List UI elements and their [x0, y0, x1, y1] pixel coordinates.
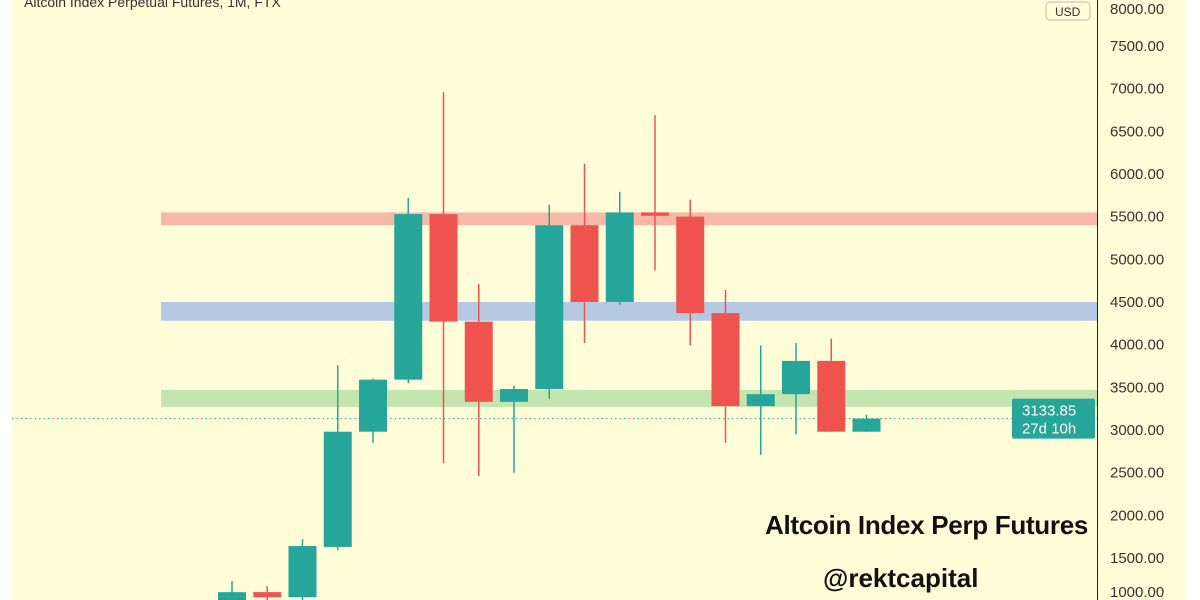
candle-body[interactable] — [817, 360, 846, 432]
price-zone — [161, 389, 1097, 407]
candle-body[interactable] — [253, 592, 282, 598]
y-tick-label: 7500.00 — [1110, 38, 1164, 55]
candle-body[interactable] — [641, 212, 669, 216]
candle-body[interactable] — [500, 389, 528, 402]
last-price-value: 3133.85 — [1022, 403, 1076, 420]
candle-body[interactable] — [218, 592, 246, 600]
candle-body[interactable] — [746, 394, 775, 407]
candle-body[interactable] — [711, 313, 740, 407]
y-tick-label: 3500.00 — [1110, 379, 1164, 396]
y-tick-label: 7000.00 — [1110, 81, 1164, 98]
y-tick-label: 8000.00 — [1110, 1, 1164, 18]
candle-body[interactable] — [570, 225, 599, 302]
y-tick-label: 4500.00 — [1110, 294, 1164, 311]
chart-title: Altcoin Index Perpetual Futures, 1M, FTX — [24, 0, 281, 10]
y-tick-label: 1500.00 — [1110, 550, 1164, 567]
candle-body[interactable] — [605, 212, 634, 302]
currency-badge[interactable] — [1045, 1, 1091, 21]
watermark-handle: @rektcapital — [823, 563, 979, 593]
candle-body[interactable] — [535, 225, 564, 390]
y-tick-label: 2000.00 — [1110, 507, 1164, 524]
price-zone — [161, 301, 1097, 321]
candle-body[interactable] — [288, 546, 317, 598]
y-tick-label: 1000.00 — [1110, 584, 1164, 600]
y-tick-label: 6000.00 — [1110, 166, 1164, 183]
y-tick-label: 2500.00 — [1110, 465, 1164, 482]
y-tick-label: 5000.00 — [1110, 251, 1164, 268]
candle-body[interactable] — [782, 360, 810, 395]
candle-body[interactable] — [852, 418, 881, 432]
candle-body[interactable] — [429, 214, 458, 322]
candle-body[interactable] — [676, 216, 705, 314]
currency-label: USD — [1055, 5, 1081, 19]
candle-body[interactable] — [323, 431, 352, 547]
candle-body[interactable] — [464, 321, 493, 402]
bar-countdown: 27d 10h — [1022, 421, 1076, 438]
y-tick-label: 4000.00 — [1110, 337, 1164, 354]
y-tick-label: 3000.00 — [1110, 422, 1164, 439]
last-price-badge — [1012, 398, 1095, 439]
candle-body[interactable] — [359, 379, 387, 432]
y-tick-label: 5500.00 — [1110, 209, 1164, 226]
watermark-title: Altcoin Index Perp Futures — [765, 510, 1089, 540]
candle-body[interactable] — [394, 214, 423, 380]
y-tick-label: 6500.00 — [1110, 123, 1164, 140]
